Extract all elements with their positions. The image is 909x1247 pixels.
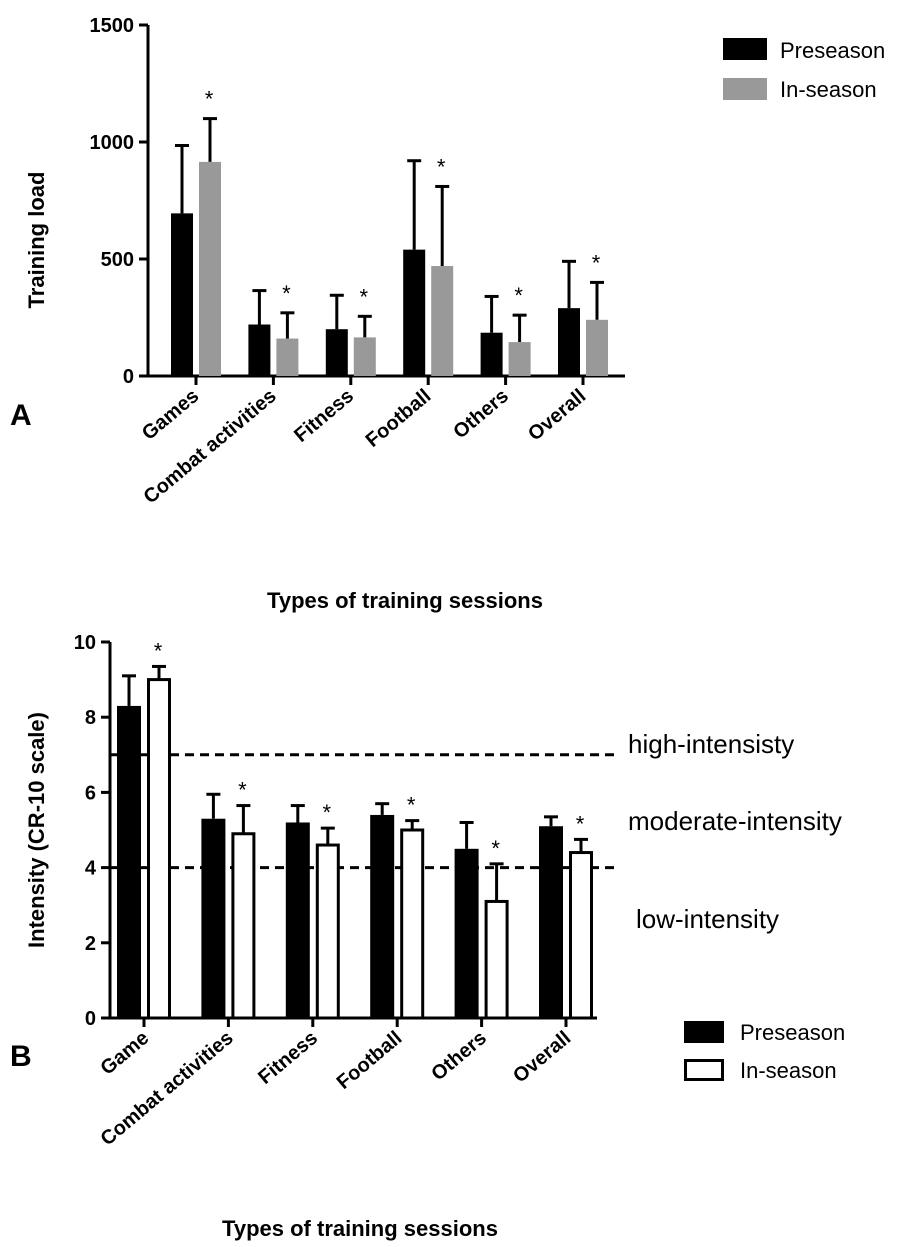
bar-preseason-overall (539, 826, 563, 1018)
bar-in-season-games (199, 161, 221, 376)
y-tick-label: 10 (74, 632, 96, 654)
panel-a-label: A (10, 399, 32, 432)
y-tick-label: 1500 (90, 15, 135, 37)
panel-a-legend: Preseason In-season (723, 38, 885, 102)
panel-a-ylabel: Training load (24, 172, 49, 309)
bar-preseason-others (454, 848, 479, 1018)
bar-preseason-football (403, 249, 426, 376)
significance-marker: * (491, 836, 500, 861)
significance-marker: * (360, 284, 369, 309)
significance-marker: * (576, 811, 585, 836)
bar-in-season-combat-activities (231, 832, 256, 1020)
legend-swatch-in-season-b (684, 1059, 724, 1081)
bar-preseason-football (370, 814, 395, 1018)
bar-preseason-game (117, 705, 141, 1018)
bar-in-season-fitness (353, 337, 376, 376)
panel-a-xlabel: Types of training sessions (267, 588, 543, 613)
category-label-football: Football (333, 1027, 407, 1094)
bar-in-season-fitness (315, 843, 340, 1020)
significance-marker: * (592, 250, 601, 275)
category-label-games: Games (138, 385, 203, 445)
panel-a-chart: Training load Types of training sessions… (10, 15, 885, 613)
panel-b-label: B (10, 1040, 32, 1073)
bar-preseason-combat-activities (201, 818, 226, 1018)
significance-marker: * (154, 638, 163, 663)
panel-b-ylabel: Intensity (CR-10 scale) (24, 712, 49, 948)
legend-label-preseason-b: Preseason (740, 1020, 845, 1045)
legend-swatch-preseason (723, 38, 767, 60)
bar-preseason-combat-activities (248, 324, 271, 376)
category-label-fitness: Fitness (290, 385, 358, 447)
bar-preseason-overall (558, 308, 580, 376)
legend-label-in-season: In-season (780, 77, 877, 102)
bar-preseason-fitness (325, 329, 348, 376)
significance-marker: * (407, 793, 416, 818)
significance-marker: * (323, 800, 332, 825)
legend-swatch-in-season (723, 78, 767, 100)
y-tick-label: 6 (85, 782, 96, 804)
significance-marker: * (282, 281, 291, 306)
zone-label-low: low-intensity (636, 904, 779, 934)
panel-b-legend: Preseason In-season (684, 1020, 845, 1083)
significance-marker: * (437, 154, 446, 179)
bar-in-season-overall (586, 319, 608, 376)
bar-in-season-others (484, 899, 509, 1020)
y-tick-label: 0 (85, 1008, 96, 1030)
category-label-combat-activities: Combat activities (140, 385, 281, 508)
zone-label-moderate: moderate-intensity (628, 806, 842, 836)
significance-marker: * (514, 283, 523, 308)
category-label-overall: Overall (509, 1027, 575, 1087)
bar-preseason-fitness (285, 822, 310, 1018)
bar-preseason-others (480, 332, 503, 376)
panel-b-chart: Intensity (CR-10 scale) Types of trainin… (10, 632, 845, 1241)
legend-label-preseason: Preseason (780, 38, 885, 63)
bar-in-season-others (508, 342, 531, 376)
legend-swatch-preseason-b (684, 1021, 724, 1043)
y-tick-label: 8 (85, 707, 96, 729)
category-label-fitness: Fitness (254, 1027, 322, 1089)
bar-in-season-combat-activities (276, 338, 299, 376)
y-tick-label: 500 (101, 249, 134, 271)
bar-in-season-overall (569, 851, 593, 1020)
y-tick-label: 4 (85, 858, 97, 880)
bar-in-season-football (431, 266, 454, 376)
significance-marker: * (238, 778, 247, 803)
y-tick-label: 0 (123, 366, 134, 388)
bar-in-season-game (147, 678, 171, 1020)
category-label-football: Football (362, 385, 436, 452)
bar-in-season-football (400, 828, 425, 1020)
category-label-game: Game (96, 1027, 153, 1080)
legend-label-in-season-b: In-season (740, 1058, 837, 1083)
y-tick-label: 2 (85, 933, 96, 955)
significance-marker: * (205, 87, 214, 112)
y-tick-label: 1000 (90, 132, 135, 154)
bar-preseason-games (171, 213, 193, 376)
category-label-others: Others (427, 1027, 491, 1085)
zone-label-high: high-intensisty (628, 729, 794, 759)
category-label-others: Others (449, 385, 513, 443)
panel-b-xlabel: Types of training sessions (222, 1216, 498, 1241)
category-label-overall: Overall (524, 385, 590, 445)
